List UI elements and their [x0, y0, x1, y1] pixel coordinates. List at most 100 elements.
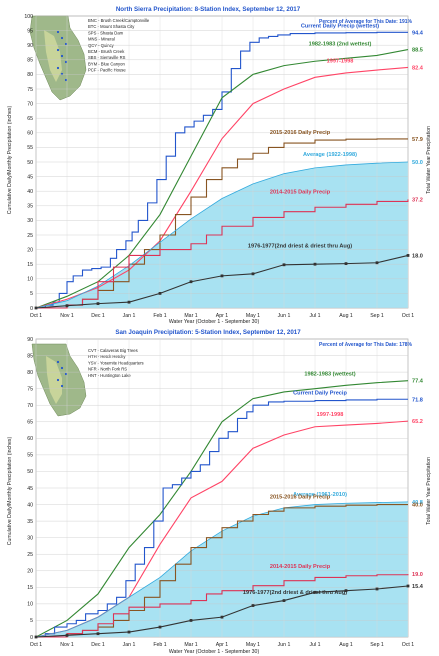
san-joaquin-x-tick-label: Dec 1 [91, 642, 105, 648]
north-sierra-right-axis-label: Total Water Year Precipitation [426, 126, 432, 194]
north-sierra-y-tick-label: 45 [27, 174, 33, 180]
north-sierra-station-marker [64, 78, 68, 82]
san-joaquin-series-label: 2015-2016 Daily Precip [270, 495, 331, 501]
north-sierra-y-tick-label: 65 [27, 116, 33, 122]
san-joaquin-x-tick-label: Jul 1 [310, 642, 321, 648]
north-sierra-x-tick-label: Jan 1 [123, 313, 136, 319]
san-joaquin-y-tick-label: 80 [27, 370, 33, 376]
san-joaquin-y-tick-label: 5 [30, 618, 33, 624]
north-sierra-data-point [313, 262, 317, 266]
san-joaquin-series-value: 15.4 [412, 584, 424, 590]
north-sierra-series-label: 2014-2015 Daily Precip [270, 189, 331, 195]
north-sierra-series-value: 18.0 [412, 253, 423, 259]
north-sierra-series-value: 94.4 [412, 30, 424, 36]
san-joaquin-x-axis-label: Water Year (October 1 - September 30) [169, 649, 260, 655]
san-joaquin-y-tick-label: 60 [27, 436, 33, 442]
san-joaquin-station-marker [56, 360, 60, 364]
san-joaquin-x-tick-label: Oct 1 [402, 642, 415, 648]
san-joaquin-data-point [96, 632, 100, 636]
san-joaquin-data-point [158, 625, 162, 629]
north-sierra-y-tick-label: 0 [30, 306, 33, 312]
north-sierra-station-marker [56, 66, 60, 70]
north-sierra-map-legend-entry: BNC - Brush Creek/Camptonville [88, 18, 150, 23]
north-sierra-percent-note: Percent of Average for This Date: 191% [319, 19, 413, 25]
north-sierra-data-point [220, 274, 224, 278]
north-sierra-data-point [189, 280, 193, 284]
north-sierra-series-value: 37.2 [412, 197, 423, 203]
san-joaquin-series-line-current-daily-precip [36, 398, 408, 638]
north-sierra-series-value: 50.0 [412, 160, 423, 166]
san-joaquin-y-tick-label: 45 [27, 486, 33, 492]
north-sierra-x-tick-label: Sep 1 [370, 313, 384, 319]
north-sierra-y-tick-label: 5 [30, 291, 33, 297]
north-sierra-series-line-2014-2015-daily-precip [36, 199, 409, 309]
north-sierra-data-point [344, 262, 348, 266]
north-sierra-y-tick-label: 60 [27, 131, 33, 137]
san-joaquin-data-point [189, 619, 193, 622]
north-sierra-x-tick-label: May 1 [246, 313, 260, 319]
north-sierra-y-tick-label: 25 [27, 233, 33, 239]
north-sierra-data-point [127, 300, 131, 304]
san-joaquin-map-legend-entry: YSV - Yosemite Headquarters [88, 360, 144, 365]
north-sierra-station-marker [64, 60, 68, 64]
san-joaquin-x-tick-label: May 1 [246, 642, 260, 648]
san-joaquin-x-tick-label: Sep 1 [370, 642, 384, 648]
north-sierra-y-tick-label: 100 [24, 14, 33, 20]
san-joaquin-x-tick-label: Nov 1 [60, 642, 74, 648]
north-sierra-y-tick-label: 10 [27, 277, 33, 283]
san-joaquin-data-point [375, 587, 379, 591]
san-joaquin-x-tick-label: Apr 1 [216, 642, 229, 648]
north-sierra-station-marker [60, 72, 64, 76]
san-joaquin-data-point [344, 589, 348, 593]
san-joaquin-y-tick-label: 25 [27, 552, 33, 558]
north-sierra-data-point [96, 302, 100, 306]
san-joaquin-series-value: 19.0 [412, 572, 423, 578]
north-sierra-x-tick-label: Nov 1 [60, 313, 74, 319]
north-sierra-data-point [65, 304, 69, 308]
san-joaquin-y-tick-label: 15 [27, 585, 33, 591]
san-joaquin-percent-note: Percent of Average for This Date: 178% [319, 342, 413, 348]
san-joaquin-map-legend-entry: NFR - North Fork RS [88, 367, 127, 372]
san-joaquin-data-point [34, 635, 38, 639]
north-sierra-station-marker [56, 30, 60, 34]
san-joaquin-station-marker [60, 366, 64, 370]
north-sierra-map-legend-entry: BYM - Blue Canyon [88, 61, 125, 66]
north-sierra-x-tick-label: Feb 1 [153, 313, 166, 319]
san-joaquin-station-marker [56, 378, 60, 382]
north-sierra-data-point [406, 254, 410, 257]
north-sierra-series-label: Current Daily Precip (wettest) [301, 23, 379, 29]
north-sierra-x-tick-label: Oct 1 [30, 313, 43, 319]
north-sierra-series-line-current-daily-precip-wettest [36, 31, 408, 309]
san-joaquin-series-value: 71.8 [412, 397, 423, 403]
san-joaquin-y-tick-label: 20 [27, 569, 33, 575]
san-joaquin-series-label: 1976-1977(2nd driest & driest thru Aug) [243, 590, 347, 596]
san-joaquin-series-label: Average (1961-2010) [293, 492, 347, 498]
san-joaquin-y-tick-label: 65 [27, 420, 33, 426]
san-joaquin-data-point [282, 599, 286, 602]
north-sierra-y-axis-label: Cumulative Daily/Monthly Precipitation (… [7, 106, 13, 215]
san-joaquin-data-point [406, 584, 410, 588]
north-sierra-x-tick-label: Jul 1 [310, 313, 321, 319]
north-sierra-station-marker [60, 36, 64, 40]
san-joaquin-series-line-2014-2015-daily-precip [36, 574, 409, 638]
north-sierra-x-tick-label: Aug 1 [339, 313, 353, 319]
san-joaquin-series-label: Current Daily Precip [293, 390, 347, 396]
san-joaquin-y-axis-label: Cumulative Daily/Monthly Precipitation (… [7, 437, 13, 546]
san-joaquin-x-tick-label: Aug 1 [339, 642, 353, 648]
north-sierra-title: North Sierra Precipitation: 8-Station In… [116, 6, 301, 13]
san-joaquin-y-tick-label: 0 [30, 635, 33, 641]
north-sierra-data-point [251, 272, 255, 276]
san-joaquin-series-label: 1997-1998 [317, 412, 344, 418]
san-joaquin-data-point [127, 630, 131, 634]
north-sierra-map-legend-entry: MNS - Mineral [88, 37, 115, 42]
san-joaquin-x-tick-label: Mar 1 [184, 642, 197, 648]
north-sierra-map-legend-entry: BCM - Brush Creek [88, 49, 125, 54]
san-joaquin-series-value: 40.0 [412, 503, 423, 509]
north-sierra-map-legend-entry: PCF - Pacific House [88, 68, 126, 73]
san-joaquin-title: San Joaquin Precipitation: 5-Station Ind… [115, 329, 301, 336]
san-joaquin-map-legend-entry: CVT - Calaveras Big Trees [88, 348, 138, 353]
san-joaquin-series-line-1982-1983-wettest [35, 380, 409, 638]
north-sierra-y-tick-label: 95 [27, 28, 33, 34]
san-joaquin-x-tick-label: Feb 1 [153, 642, 166, 648]
